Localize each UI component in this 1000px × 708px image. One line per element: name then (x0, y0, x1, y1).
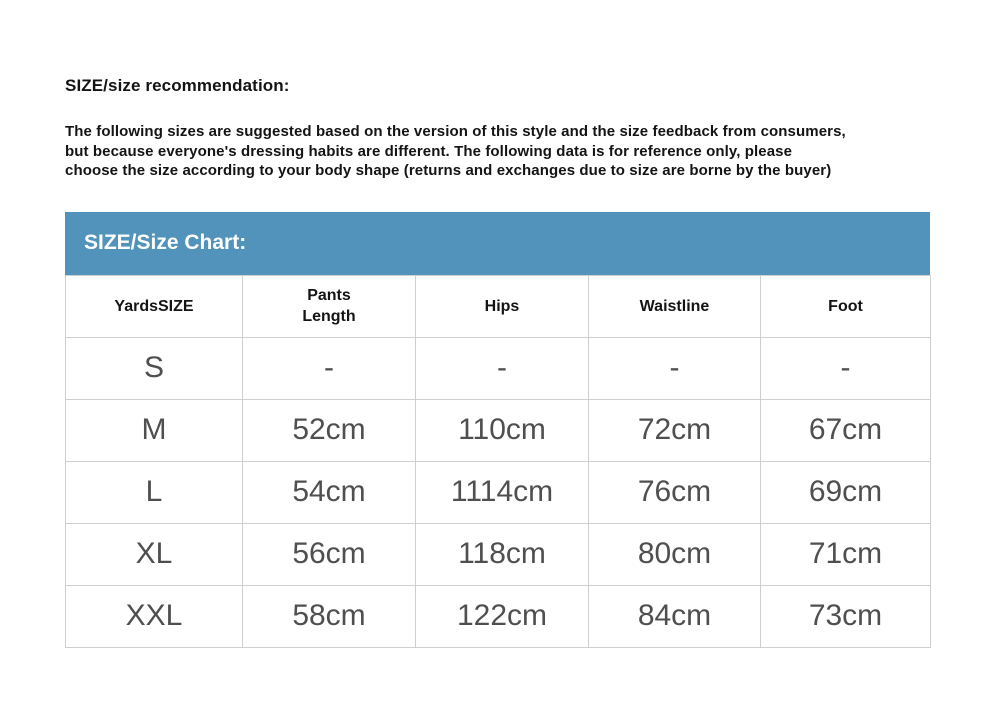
size-label-cell: XXL (65, 584, 243, 648)
intro-line: choose the size according to your body s… (65, 162, 832, 179)
measurement-cell: 110cm (415, 398, 589, 462)
measurement-cell: 56cm (242, 522, 416, 586)
measurement-cell: 69cm (760, 460, 931, 524)
measurement-cell: 122cm (415, 584, 589, 648)
measurement-cell: 52cm (242, 398, 416, 462)
measurement-cell: 54cm (242, 460, 416, 524)
measurement-cell: - (242, 336, 416, 400)
intro-line: but because everyone's dressing habits a… (65, 142, 793, 160)
column-header-1: Pants Length (242, 274, 416, 338)
table-row: L 54cm 1114cm 76cm 69cm (65, 460, 931, 524)
size-label-cell: XL (65, 522, 243, 586)
measurement-cell: - (760, 336, 931, 400)
table-header-row: YardsSIZE Pants Length Hips Waistline Foot (65, 274, 931, 338)
intro-line: The following sizes are suggested based … (65, 123, 846, 140)
section-heading: SIZE/size recommendation: (65, 76, 290, 95)
size-chart-table: YardsSIZE Pants Length Hips Waistline Foot S… (65, 274, 931, 648)
size-label-cell: M (65, 398, 243, 462)
measurement-cell: 58cm (242, 584, 416, 648)
column-header-4: Foot (760, 274, 931, 338)
size-chart-title: SIZE/Size Chart: (84, 231, 247, 254)
intro-paragraph: The following sizes are suggested based … (65, 122, 935, 181)
size-label-cell: S (65, 336, 243, 400)
measurement-cell: - (588, 336, 761, 400)
measurement-cell: 71cm (760, 522, 931, 586)
column-header-0: YardsSIZE (65, 274, 243, 338)
column-header-3: Waistline (588, 274, 761, 338)
table-row: S---- (65, 336, 931, 400)
measurement-cell: 1114cm (415, 460, 589, 524)
measurement-cell: 73cm (760, 584, 931, 648)
size-recommendation-section: SIZE/size recommendation: The following … (65, 76, 935, 648)
size-label-cell: L (65, 460, 243, 524)
measurement-cell: 76cm (588, 460, 761, 524)
size-chart-header-bar: SIZE/Size Chart: (65, 211, 930, 275)
measurement-cell: 118cm (415, 522, 589, 586)
table-row: XXL 58cm 122cm 84cm 73cm (65, 584, 931, 648)
measurement-cell: 67cm (760, 398, 931, 462)
table-row: XL 56cm 118cm 80cm 71cm (65, 522, 931, 586)
measurement-cell: - (415, 336, 589, 400)
column-header-2: Hips (415, 274, 589, 338)
table-row: M 52cm 110cm 72cm 67cm (65, 398, 931, 462)
measurement-cell: 84cm (588, 584, 761, 648)
measurement-cell: 80cm (588, 522, 761, 586)
measurement-cell: 72cm (588, 398, 761, 462)
